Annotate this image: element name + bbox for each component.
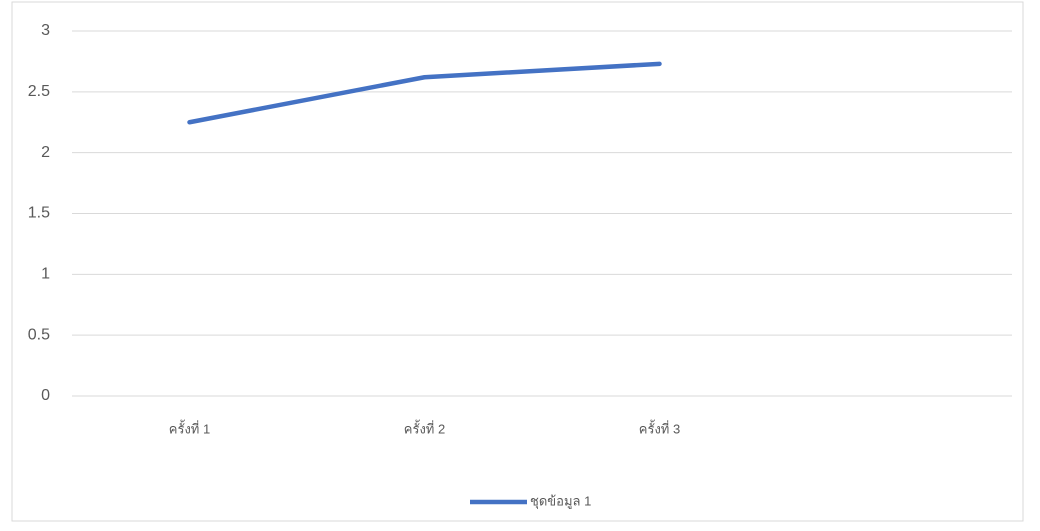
y-tick-label: 1.5 <box>28 205 50 222</box>
x-tick-label: ครั้งที่ 1 <box>169 419 210 436</box>
y-tick-label: 3 <box>41 22 50 39</box>
x-tick-label: ครั้งที่ 2 <box>404 419 445 436</box>
chart-frame <box>11 1 1024 522</box>
data-line <box>187 61 662 125</box>
x-tick-label: ครั้งที่ 3 <box>639 419 680 436</box>
y-tick-label: 0 <box>41 387 50 404</box>
y-tick-label: 2 <box>41 144 50 161</box>
legend-label: ชุดข้อมูล 1 <box>530 493 591 509</box>
y-tick-label: 2.5 <box>28 83 50 100</box>
y-tick-label: 1 <box>41 266 50 283</box>
y-tick-label: 0.5 <box>28 326 50 343</box>
